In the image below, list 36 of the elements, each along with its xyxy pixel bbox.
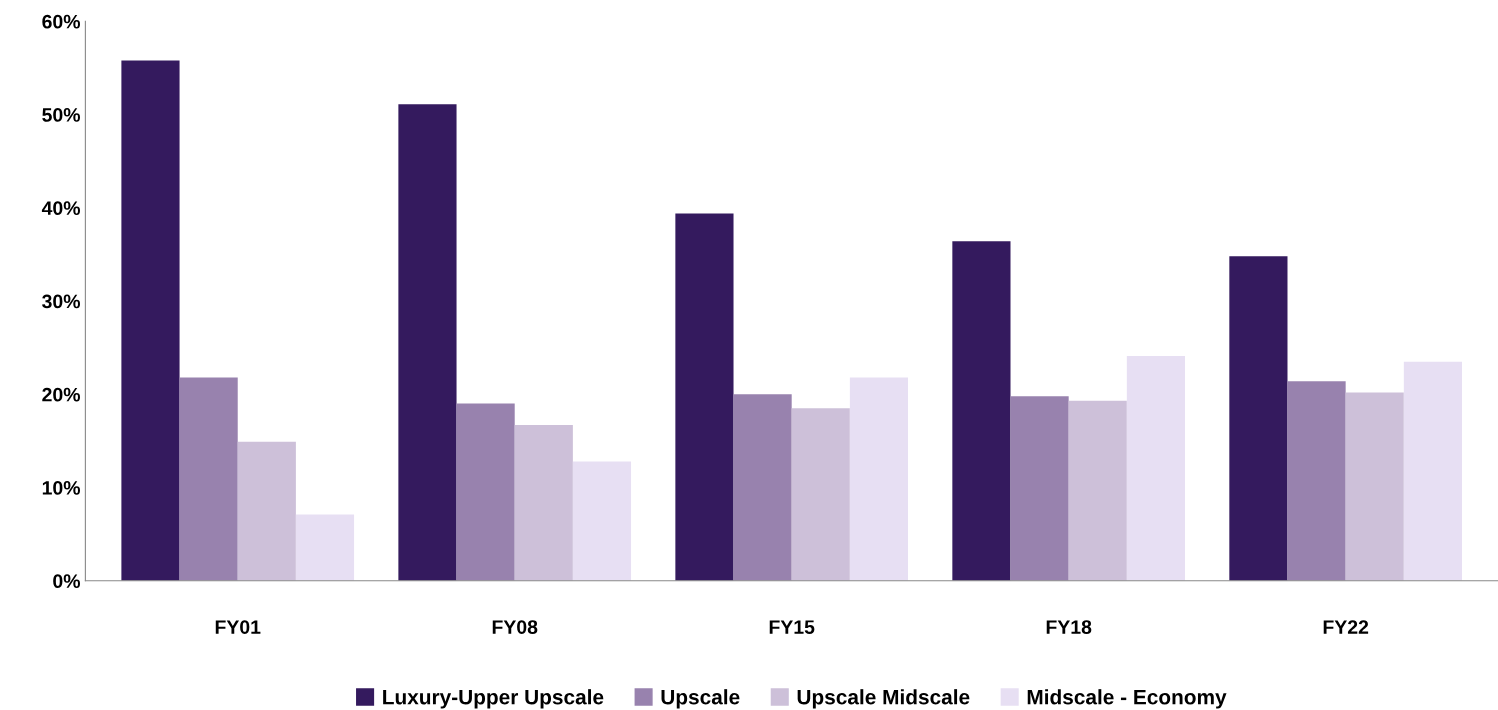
bar	[572, 461, 632, 581]
bar	[791, 408, 850, 581]
bar	[1229, 256, 1288, 581]
x-tick-label: FY08	[492, 620, 538, 634]
legend-label: Upscale	[661, 689, 740, 709]
bar	[849, 377, 909, 581]
bar	[675, 213, 734, 581]
x-tick-label: FY01	[215, 620, 261, 634]
y-tick-label: 60%	[42, 14, 81, 29]
bar	[456, 403, 515, 581]
y-tick-label: 20%	[42, 387, 81, 402]
bar	[121, 60, 180, 581]
y-tick-label: 0%	[53, 574, 81, 589]
bar	[1287, 381, 1346, 581]
x-tick-label: FY22	[1323, 620, 1369, 634]
bar	[1068, 400, 1127, 581]
x-tick-label: FY15	[769, 620, 815, 634]
legend-label: Luxury-Upper Upscale	[383, 689, 604, 709]
bar	[398, 104, 457, 581]
y-tick-label: 10%	[42, 481, 81, 495]
bar	[1126, 356, 1186, 581]
bar	[179, 377, 238, 581]
y-tick-label: 30%	[42, 294, 81, 309]
bar	[514, 425, 573, 581]
bar	[733, 394, 792, 581]
y-tick-label: 50%	[42, 108, 81, 122]
bar	[1010, 396, 1069, 581]
bar	[237, 441, 296, 581]
bar	[1345, 392, 1404, 581]
bar	[1403, 361, 1462, 581]
bar	[295, 514, 355, 581]
bar	[952, 241, 1011, 581]
legend-label: Midscale - Economy	[1027, 689, 1227, 709]
legend-label: Upscale Midscale	[797, 689, 970, 709]
x-tick-label: FY18	[1046, 620, 1092, 634]
y-tick-label: 40%	[41, 201, 81, 216]
